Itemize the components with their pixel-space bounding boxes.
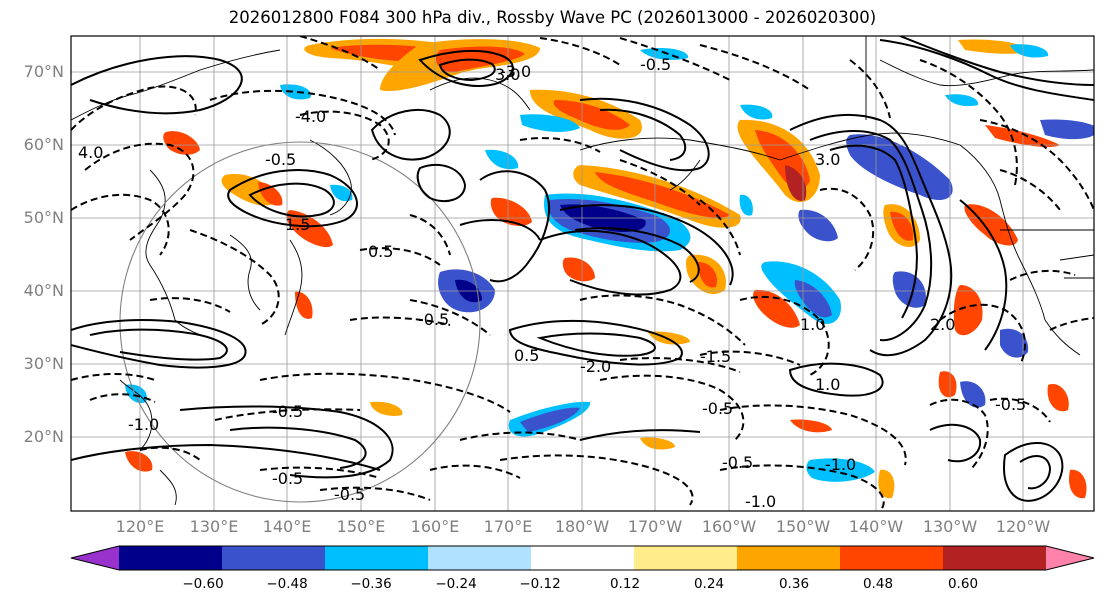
lat-label-30n: 30°N xyxy=(23,354,64,373)
map-frame xyxy=(70,35,1095,512)
contour-label: 0.5 xyxy=(514,346,539,365)
colorbar-extend-low xyxy=(71,546,119,570)
colorbar-tick-label: 0.12 xyxy=(609,576,641,592)
colorbar-segment xyxy=(222,546,326,570)
plot-title: 2026012800 F084 300 hPa div., Rossby Wav… xyxy=(228,8,877,27)
contour-label: -1.0 xyxy=(128,415,159,434)
contour-label: -0.5 xyxy=(265,150,296,169)
lon-label-140w: 140°W xyxy=(848,517,904,536)
lon-label-170w: 170°W xyxy=(627,517,683,536)
colorbar-segment xyxy=(737,546,841,570)
contour-label: -0.5 xyxy=(272,469,303,488)
contour-label: -4.0 xyxy=(295,107,326,126)
colorbar-segment xyxy=(634,546,738,570)
lon-label-150w: 150°W xyxy=(775,517,831,536)
coastlines xyxy=(71,36,1094,506)
lat-label-60n: 60°N xyxy=(23,135,64,154)
contour-labels: 4.0 3.0 3.0 -4.0 -0.5 -0.5 -0.5 -0.5 -0.… xyxy=(78,55,1026,511)
colorbar-segment xyxy=(119,546,223,570)
reference-circle xyxy=(119,141,481,503)
contour-label: -0.5 xyxy=(334,485,365,504)
contour-label: -0.5 xyxy=(272,402,303,421)
contour-label: -2.0 xyxy=(580,357,611,376)
lon-label-170e: 170°E xyxy=(483,517,533,536)
lat-label-50n: 50°N xyxy=(23,208,64,227)
colorbar-outline xyxy=(70,545,1095,571)
lat-label-20n: 20°N xyxy=(23,427,64,446)
colorbar-segment xyxy=(943,546,1047,570)
lon-label-160e: 160°E xyxy=(410,517,460,536)
positive-contours xyxy=(71,36,1094,502)
contour-label: -1.0 xyxy=(745,492,776,511)
colorbar-segment xyxy=(325,546,429,570)
lon-label-120w: 120°W xyxy=(995,517,1051,536)
colorbar-tick-label: −0.36 xyxy=(350,576,392,592)
lon-label-140e: 140°E xyxy=(262,517,312,536)
lon-label-130w: 130°W xyxy=(922,517,978,536)
lon-label-160w: 160°W xyxy=(701,517,757,536)
contour-label: 4.0 xyxy=(78,143,103,162)
colorbar-tick-label: 0.24 xyxy=(693,576,725,592)
colorbar-tick-label: −0.60 xyxy=(182,576,224,592)
contour-label: 3.0 xyxy=(495,65,520,84)
colorbar-segment xyxy=(428,546,532,570)
contour-label: -0.5 xyxy=(995,395,1026,414)
lon-label-180w: 180°W xyxy=(554,517,610,536)
colorbar-segment xyxy=(840,546,944,570)
contour-label: 3.0 xyxy=(815,150,840,169)
colorbar-tick-label: −0.12 xyxy=(519,576,561,592)
contour-label: 1.0 xyxy=(815,375,840,394)
negative-contours xyxy=(71,36,1094,511)
contour-label: -0.5 xyxy=(702,399,733,418)
colorbar-extend-high xyxy=(1046,546,1094,570)
contour-label: -3.0 xyxy=(500,62,531,81)
contour-label: -0.5 xyxy=(640,55,671,74)
lon-label-150e: 150°E xyxy=(336,517,386,536)
colorbar-segment xyxy=(531,546,635,570)
contour-label: 2.0 xyxy=(930,315,955,334)
lon-label-130e: 130°E xyxy=(189,517,239,536)
contour-label: 0.5 xyxy=(368,242,393,261)
colorbar-tick-label: 0.60 xyxy=(947,576,979,592)
lon-label-120e: 120°E xyxy=(115,517,165,536)
contour-label: -0.5 xyxy=(418,310,449,329)
colorbar-tick-label: −0.24 xyxy=(435,576,477,592)
contour-label: -0.5 xyxy=(722,453,753,472)
lat-label-40n: 40°N xyxy=(23,281,64,300)
graticule xyxy=(71,36,1094,511)
colorbar xyxy=(70,545,1095,571)
colorbar-tick-label: 0.36 xyxy=(778,576,810,592)
lat-label-70n: 70°N xyxy=(23,62,64,81)
colorbar-tick-label: 0.48 xyxy=(862,576,894,592)
contour-label: -1.5 xyxy=(700,347,731,366)
contour-label: 1.0 xyxy=(800,315,825,334)
colorbar-tick-label: −0.48 xyxy=(266,576,308,592)
contour-label: -1.0 xyxy=(825,455,856,474)
contour-label: 1.5 xyxy=(285,215,310,234)
